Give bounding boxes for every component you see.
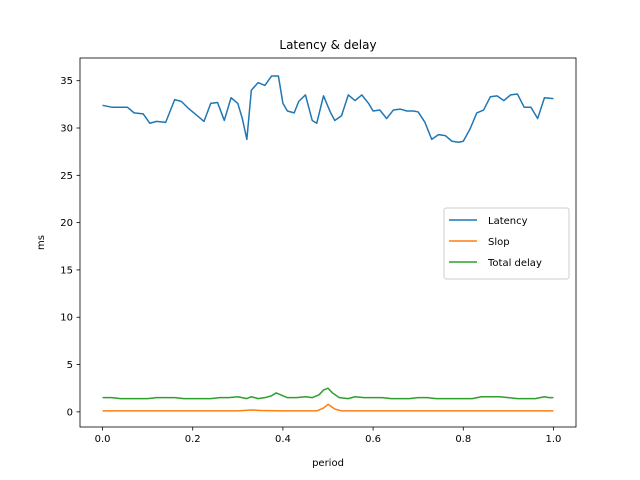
x-tick-label: 0.6 <box>365 434 381 445</box>
y-tick-label: 25 <box>60 171 73 182</box>
x-tick-label: 0.4 <box>275 434 291 445</box>
chart-title: Latency & delay <box>279 38 376 52</box>
x-axis-label: period <box>312 458 344 469</box>
y-tick-label: 15 <box>60 265 73 276</box>
y-tick-label: 35 <box>60 76 73 87</box>
series-line-slop <box>102 403 554 412</box>
x-tick-label: 0.8 <box>455 434 471 445</box>
axes-layer: 0.0 0.2 0.4 0.6 0.8 1.0 0 5 10 15 20 25 30 35 <box>60 76 561 445</box>
x-tick-label: 1.0 <box>546 434 562 445</box>
y-tick-label: 10 <box>60 313 73 324</box>
plot-frame <box>79 57 577 428</box>
legend: Latency Slop Total delay <box>443 207 570 280</box>
y-tick-label: 20 <box>60 218 73 229</box>
series-line-latency <box>102 75 554 143</box>
legend-label-total-delay: Total delay <box>487 258 542 269</box>
series-layer <box>102 75 554 412</box>
y-axis-label: ms <box>36 235 47 250</box>
y-tick-label: 5 <box>67 360 73 371</box>
series-line-total-delay <box>102 387 554 400</box>
y-tick-label: 0 <box>67 407 73 418</box>
x-tick-label: 0.2 <box>185 434 201 445</box>
legend-label-latency: Latency <box>488 216 528 227</box>
legend-label-slop: Slop <box>488 237 510 248</box>
y-tick-label: 30 <box>60 124 73 135</box>
x-tick-label: 0.0 <box>95 434 111 445</box>
